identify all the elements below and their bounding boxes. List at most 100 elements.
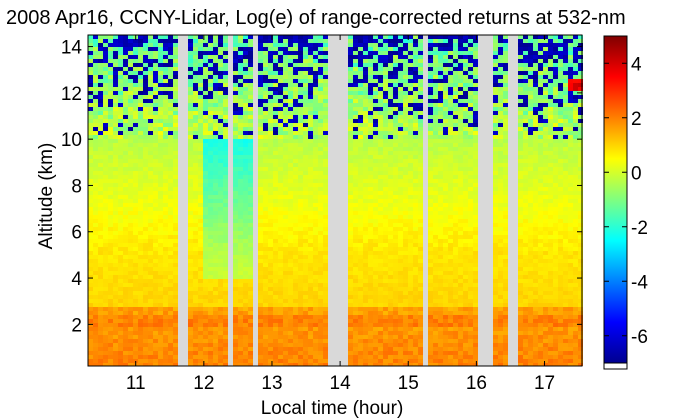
heatmap-cell xyxy=(153,247,158,251)
heatmap-cell xyxy=(138,51,143,55)
heatmap-cell xyxy=(283,127,288,131)
heatmap-cell xyxy=(208,363,213,366)
heatmap-cell xyxy=(173,339,178,343)
heatmap-cell xyxy=(203,199,208,203)
heatmap-cell xyxy=(368,327,373,331)
heatmap-cell xyxy=(273,159,278,163)
heatmap-cell xyxy=(273,155,278,159)
heatmap-cell xyxy=(158,315,163,319)
heatmap-cell xyxy=(368,239,373,243)
heatmap-cell xyxy=(143,71,148,75)
heatmap-cell xyxy=(103,255,108,259)
heatmap-cell xyxy=(398,183,403,187)
heatmap-cell xyxy=(288,351,293,355)
heatmap-cell xyxy=(143,167,148,171)
heatmap-cell xyxy=(308,139,313,143)
heatmap-cell xyxy=(218,99,223,103)
heatmap-cell xyxy=(158,127,163,131)
heatmap-cell xyxy=(103,327,108,331)
heatmap-cell xyxy=(308,99,313,103)
heatmap-cell xyxy=(298,223,303,227)
heatmap-cell xyxy=(263,203,268,207)
heatmap-cell xyxy=(118,131,123,135)
heatmap-cell xyxy=(123,339,128,343)
heatmap-cell xyxy=(308,243,313,247)
heatmap-cell xyxy=(223,43,228,47)
heatmap-cell xyxy=(203,231,208,235)
heatmap-cell xyxy=(173,115,178,119)
heatmap-cell xyxy=(233,191,238,195)
heatmap-cell xyxy=(323,99,328,103)
heatmap-cell xyxy=(363,319,368,323)
heatmap-cell xyxy=(278,35,283,39)
heatmap-cell xyxy=(398,119,403,123)
heatmap-cell xyxy=(243,175,248,179)
heatmap-cell xyxy=(413,303,418,307)
heatmap-cell xyxy=(408,123,413,127)
heatmap-cell xyxy=(173,291,178,295)
heatmap-cell xyxy=(218,307,223,311)
heatmap-cell xyxy=(208,71,213,75)
heatmap-cell xyxy=(368,247,373,251)
heatmap-cell xyxy=(383,107,388,111)
heatmap-cell xyxy=(128,203,133,207)
heatmap-cell xyxy=(323,315,328,319)
heatmap-cell xyxy=(408,47,413,51)
heatmap-cell xyxy=(378,71,383,75)
heatmap-cell xyxy=(243,343,248,347)
heatmap-cell xyxy=(188,343,193,347)
heatmap-cell xyxy=(293,179,298,183)
heatmap-cell xyxy=(303,167,308,171)
heatmap-cell xyxy=(123,239,128,243)
heatmap-cell xyxy=(388,323,393,327)
heatmap-cell xyxy=(318,75,323,79)
heatmap-cell xyxy=(148,175,153,179)
heatmap-cell xyxy=(298,171,303,175)
heatmap-cell xyxy=(123,243,128,247)
heatmap-cell xyxy=(168,163,173,167)
heatmap-cell xyxy=(213,219,218,223)
heatmap-cell xyxy=(98,67,103,71)
heatmap-cell xyxy=(128,175,133,179)
heatmap-cell xyxy=(158,211,163,215)
heatmap-cell xyxy=(158,339,163,343)
heatmap-cell xyxy=(168,267,173,271)
heatmap-cell xyxy=(258,251,263,255)
heatmap-cell xyxy=(368,283,373,287)
heatmap-cell xyxy=(173,299,178,303)
heatmap-cell xyxy=(128,179,133,183)
heatmap-cell xyxy=(108,183,113,187)
heatmap-cell xyxy=(158,179,163,183)
heatmap-cell xyxy=(98,59,103,63)
heatmap-cell xyxy=(133,271,138,275)
heatmap-cell xyxy=(138,331,143,335)
heatmap-cell xyxy=(303,339,308,343)
heatmap-cell xyxy=(278,283,283,287)
heatmap-cell xyxy=(193,283,198,287)
heatmap-cell xyxy=(428,131,433,135)
heatmap-cell xyxy=(408,99,413,103)
heatmap-cell xyxy=(113,79,118,83)
heatmap-cell xyxy=(153,155,158,159)
heatmap-cell xyxy=(133,103,138,107)
heatmap-cell xyxy=(163,231,168,235)
heatmap-cell xyxy=(93,331,98,335)
heatmap-cell xyxy=(108,203,113,207)
heatmap-cell xyxy=(393,343,398,347)
heatmap-cell xyxy=(408,79,413,83)
heatmap-cell xyxy=(168,143,173,147)
heatmap-cell xyxy=(318,307,323,311)
heatmap-cell xyxy=(348,251,353,255)
heatmap-cell xyxy=(133,99,138,103)
heatmap-cell xyxy=(293,195,298,199)
heatmap-cell xyxy=(313,271,318,275)
heatmap-cell xyxy=(153,123,158,127)
heatmap-cell xyxy=(163,319,168,323)
heatmap-cell xyxy=(238,295,243,299)
heatmap-cell xyxy=(238,171,243,175)
heatmap-cell xyxy=(298,311,303,315)
heatmap-cell xyxy=(398,231,403,235)
heatmap-cell xyxy=(348,331,353,335)
heatmap-cell xyxy=(118,223,123,227)
heatmap-cell xyxy=(133,59,138,63)
